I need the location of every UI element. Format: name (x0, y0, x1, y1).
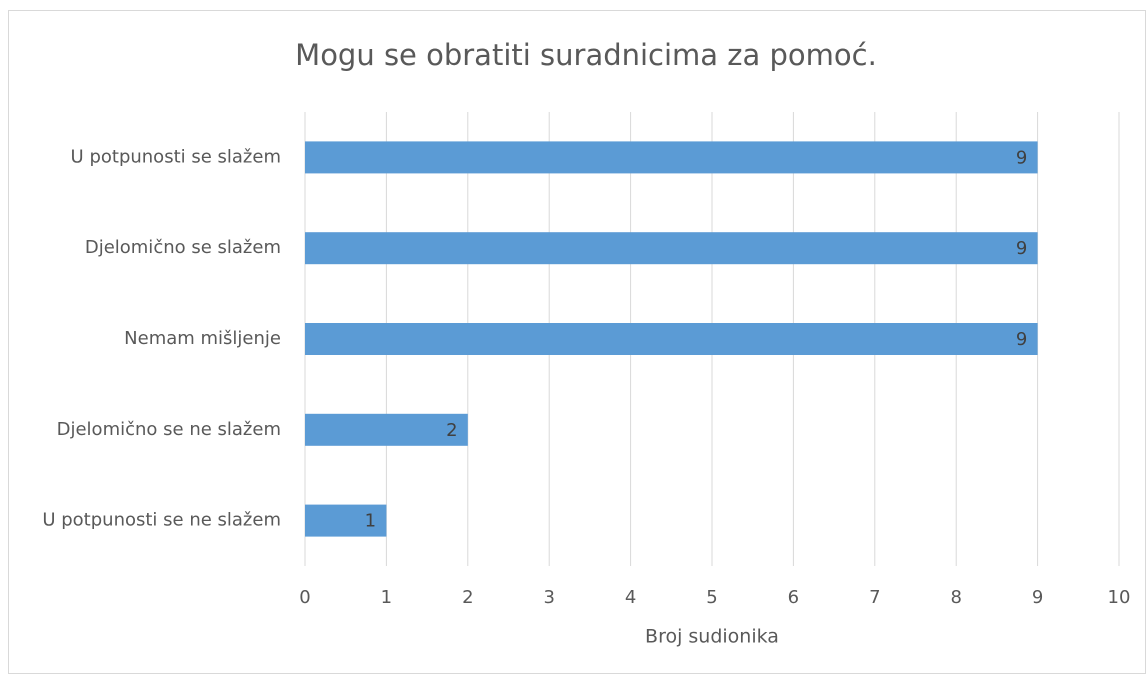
bar (305, 141, 1038, 174)
bar (305, 413, 468, 446)
y-tick-label: U potpunosti se slažem (71, 146, 281, 167)
data-label: 9 (1016, 238, 1027, 259)
data-label: 9 (1016, 147, 1027, 168)
chart-title: Mogu se obratiti suradnicima za pomoć. (295, 38, 877, 72)
bar (305, 232, 1038, 265)
x-tick-label: 9 (1032, 587, 1043, 608)
x-tick-label: 7 (869, 587, 880, 608)
x-tick-label: 6 (788, 587, 799, 608)
bar (305, 323, 1038, 355)
data-label: 9 (1016, 329, 1027, 350)
x-tick-label: 5 (706, 587, 717, 608)
x-tick-label: 2 (462, 587, 473, 608)
x-tick-label: 4 (625, 587, 636, 608)
y-tick-label: Nemam mišljenje (124, 328, 281, 349)
y-tick-label: Djelomično se ne slažem (57, 419, 281, 440)
x-tick-label: 1 (381, 587, 392, 608)
data-label: 1 (365, 511, 376, 532)
y-tick-label: Djelomično se slažem (85, 237, 281, 258)
x-tick-label: 10 (1108, 587, 1131, 608)
x-axis-label: Broj sudionika (645, 626, 779, 648)
data-label: 2 (446, 420, 457, 441)
y-tick-label: U potpunosti se ne slažem (42, 510, 281, 531)
x-tick-label: 3 (543, 587, 554, 608)
x-tick-label: 0 (299, 587, 310, 608)
bar (305, 504, 387, 537)
x-tick-label: 8 (950, 587, 961, 608)
